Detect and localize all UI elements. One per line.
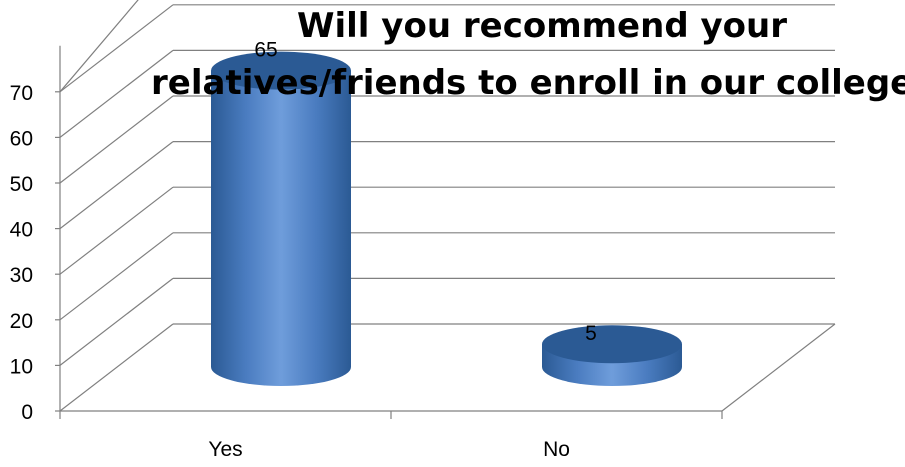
gridline-side	[59, 0, 139, 93]
gridline-side	[59, 277, 174, 366]
gridline-side	[59, 141, 174, 230]
chart-title-line-1: Will you recommend your	[297, 6, 787, 46]
gridline-side	[59, 232, 174, 321]
y-tick-label: 50	[10, 173, 33, 196]
gridline-side	[59, 49, 174, 138]
bar-top	[542, 325, 682, 364]
data-labels: 65 5	[254, 39, 597, 346]
y-tick-label: 20	[10, 310, 33, 333]
y-tick-label: 0	[21, 401, 33, 424]
y-tick-label: 60	[10, 127, 33, 150]
chart-title-line-2: relatives/friends to enroll in our colle…	[151, 63, 905, 103]
x-axis-categories: Yes No	[208, 438, 570, 461]
bar-body	[211, 70, 351, 386]
chart-title: Will you recommend your relatives/friend…	[151, 6, 905, 103]
floor-edge	[721, 323, 836, 412]
axes	[55, 45, 836, 419]
gridline-side	[59, 95, 174, 184]
bar-top	[211, 51, 351, 90]
x-category-label: Yes	[208, 438, 242, 461]
y-axis-ticks: 0 10 20 30 40 50 60 70	[10, 82, 33, 424]
x-category-label: No	[543, 438, 570, 461]
gridline-side	[59, 186, 174, 275]
y-tick-label: 70	[10, 82, 33, 105]
gridline-side	[59, 323, 174, 412]
bar-no	[542, 325, 682, 386]
data-label: 65	[254, 39, 277, 62]
gridlines	[59, 0, 835, 412]
y-tick-label: 40	[10, 219, 33, 242]
y-tick-label: 30	[10, 264, 33, 287]
gridline-side	[59, 4, 174, 93]
y-tick-label: 10	[10, 355, 33, 378]
bar-yes	[211, 51, 351, 386]
data-label: 5	[585, 322, 597, 345]
bars	[211, 51, 682, 386]
